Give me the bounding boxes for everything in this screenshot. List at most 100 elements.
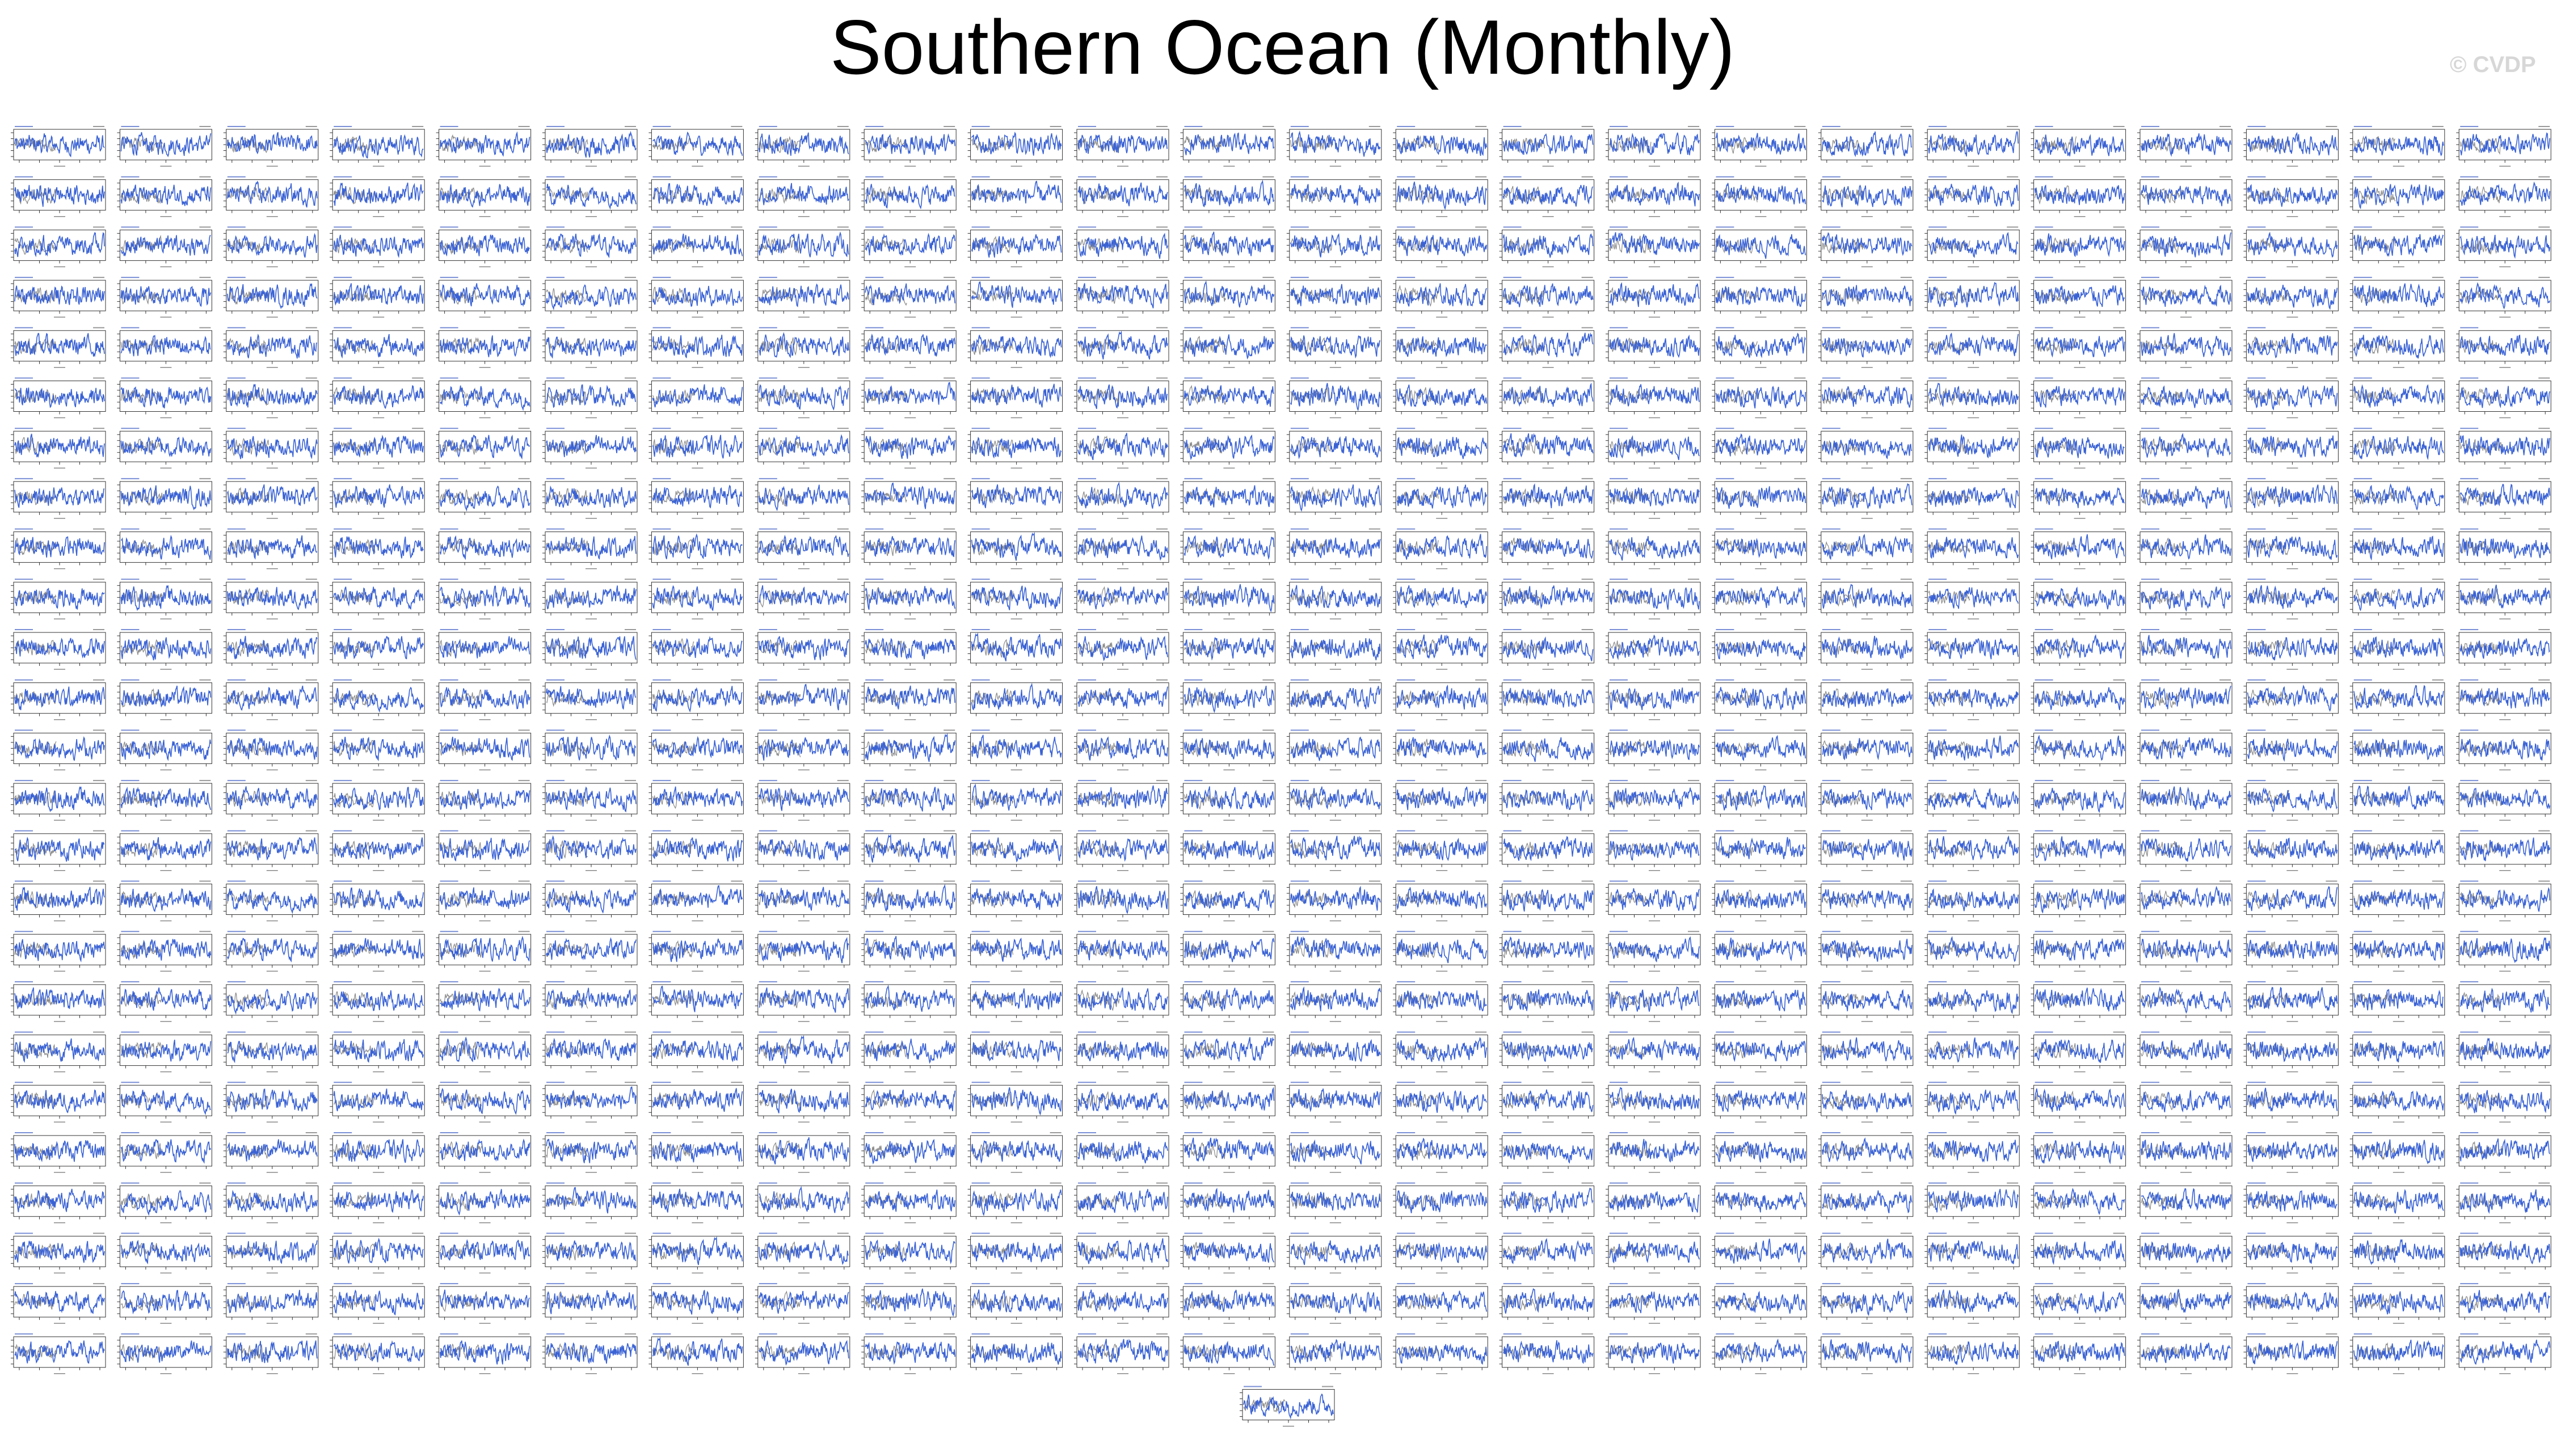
timeseries-panel — [542, 428, 638, 469]
timeseries-panel — [1924, 327, 2020, 368]
model-series-line — [227, 535, 318, 560]
timeseries-panel — [755, 528, 850, 569]
timeseries-panel — [330, 428, 425, 469]
model-series-line — [1609, 634, 1700, 660]
timeseries-panel — [223, 327, 319, 368]
timeseries-panel — [223, 528, 319, 569]
model-series-line — [2459, 282, 2550, 310]
panel-frame — [2246, 179, 2339, 211]
model-series-line — [333, 134, 424, 159]
timeseries-panel — [1286, 327, 1382, 368]
model-series-line — [1715, 639, 1806, 661]
timeseries-panel — [436, 176, 532, 217]
panel-frame — [226, 179, 319, 211]
model-series-line — [2247, 536, 2338, 560]
timeseries-panel — [1924, 176, 2020, 217]
panel-frame — [1076, 280, 1169, 311]
observed-series-line — [333, 387, 376, 403]
model-series-line — [2141, 385, 2231, 408]
model-series-line — [971, 180, 1062, 204]
model-series-line — [14, 638, 105, 659]
timeseries-panel — [1818, 126, 1914, 167]
timeseries-panel — [542, 327, 638, 368]
timeseries-panel — [330, 327, 425, 368]
model-series-line — [971, 531, 1062, 561]
timeseries-panel — [648, 377, 744, 419]
timeseries-panel — [1180, 277, 1275, 318]
model-series-line — [1715, 234, 1806, 259]
timeseries-panel — [755, 679, 850, 720]
panel-frame — [2139, 581, 2233, 613]
panel-frame — [13, 632, 106, 664]
model-series-line — [1928, 487, 2019, 509]
timeseries-panel — [648, 528, 744, 569]
model-series-line — [227, 383, 318, 408]
timeseries-panel — [1286, 226, 1382, 268]
timeseries-panel — [1499, 478, 1595, 519]
panel-frame — [2458, 330, 2551, 362]
observed-series-line — [2353, 588, 2396, 604]
timeseries-panel — [1286, 428, 1382, 469]
model-series-line — [546, 384, 637, 408]
model-series-line — [1183, 434, 1275, 461]
panel-frame — [1821, 581, 1914, 613]
observed-series-line — [2460, 239, 2502, 255]
timeseries-panel — [2137, 126, 2233, 167]
model-series-line — [865, 435, 955, 459]
timeseries-panel — [2456, 579, 2551, 620]
model-series-line — [14, 387, 105, 408]
timeseries-panel — [1393, 327, 1488, 368]
timeseries-panel — [861, 176, 957, 217]
timeseries-panel — [1606, 176, 1701, 217]
model-series-line — [546, 130, 637, 158]
timeseries-panel — [2243, 377, 2339, 419]
model-series-line — [1609, 334, 1700, 358]
page-title: Southern Ocean (Monthly) — [829, 4, 1735, 90]
model-series-line — [333, 334, 424, 359]
timeseries-panel — [1180, 478, 1275, 519]
model-series-line — [652, 686, 743, 713]
timeseries-panel — [1074, 277, 1169, 318]
observed-series-line — [1928, 134, 1970, 153]
timeseries-panel — [1074, 176, 1169, 217]
model-series-line — [1290, 686, 1381, 710]
model-series-line — [1183, 231, 1274, 256]
timeseries-panel — [1074, 579, 1169, 620]
model-series-line — [227, 685, 318, 711]
timeseries-panel — [1499, 528, 1595, 569]
observed-series-line — [2141, 589, 2183, 606]
timeseries-panel — [1606, 428, 1701, 469]
timeseries-panel — [2137, 528, 2233, 569]
model-series-line — [1502, 585, 1594, 610]
model-series-line — [1077, 384, 1168, 410]
timeseries-panel — [967, 377, 1063, 419]
observed-series-line — [14, 437, 57, 455]
model-series-line — [1822, 337, 1913, 358]
observed-series-line — [2035, 136, 2077, 151]
observed-series-line — [227, 387, 269, 406]
timeseries-panel — [1606, 528, 1701, 569]
timeseries-panel — [1499, 679, 1595, 720]
observed-series-line — [1503, 588, 1545, 606]
model-series-line — [2247, 132, 2338, 157]
model-series-line — [1290, 436, 1381, 459]
timeseries-panel — [2349, 277, 2445, 318]
observed-series-line — [1503, 185, 1545, 204]
model-series-line — [120, 235, 211, 257]
timeseries-panel — [2137, 629, 2233, 670]
observed-series-line — [2035, 185, 2077, 205]
timeseries-panel — [1924, 226, 2020, 268]
model-series-line — [1077, 586, 1168, 610]
observed-series-line — [2459, 138, 2502, 155]
timeseries-panel — [755, 428, 850, 469]
model-series-line — [2141, 635, 2231, 660]
model-series-line — [1077, 182, 1168, 206]
model-series-line — [2035, 586, 2125, 610]
model-series-line — [1822, 385, 1913, 408]
panel-frame — [1927, 179, 2020, 211]
observed-series-line — [2035, 590, 2077, 606]
timeseries-panel — [1924, 377, 2020, 419]
timeseries-panel — [861, 277, 957, 318]
model-series-line — [546, 184, 637, 210]
model-series-line — [1928, 638, 2019, 660]
